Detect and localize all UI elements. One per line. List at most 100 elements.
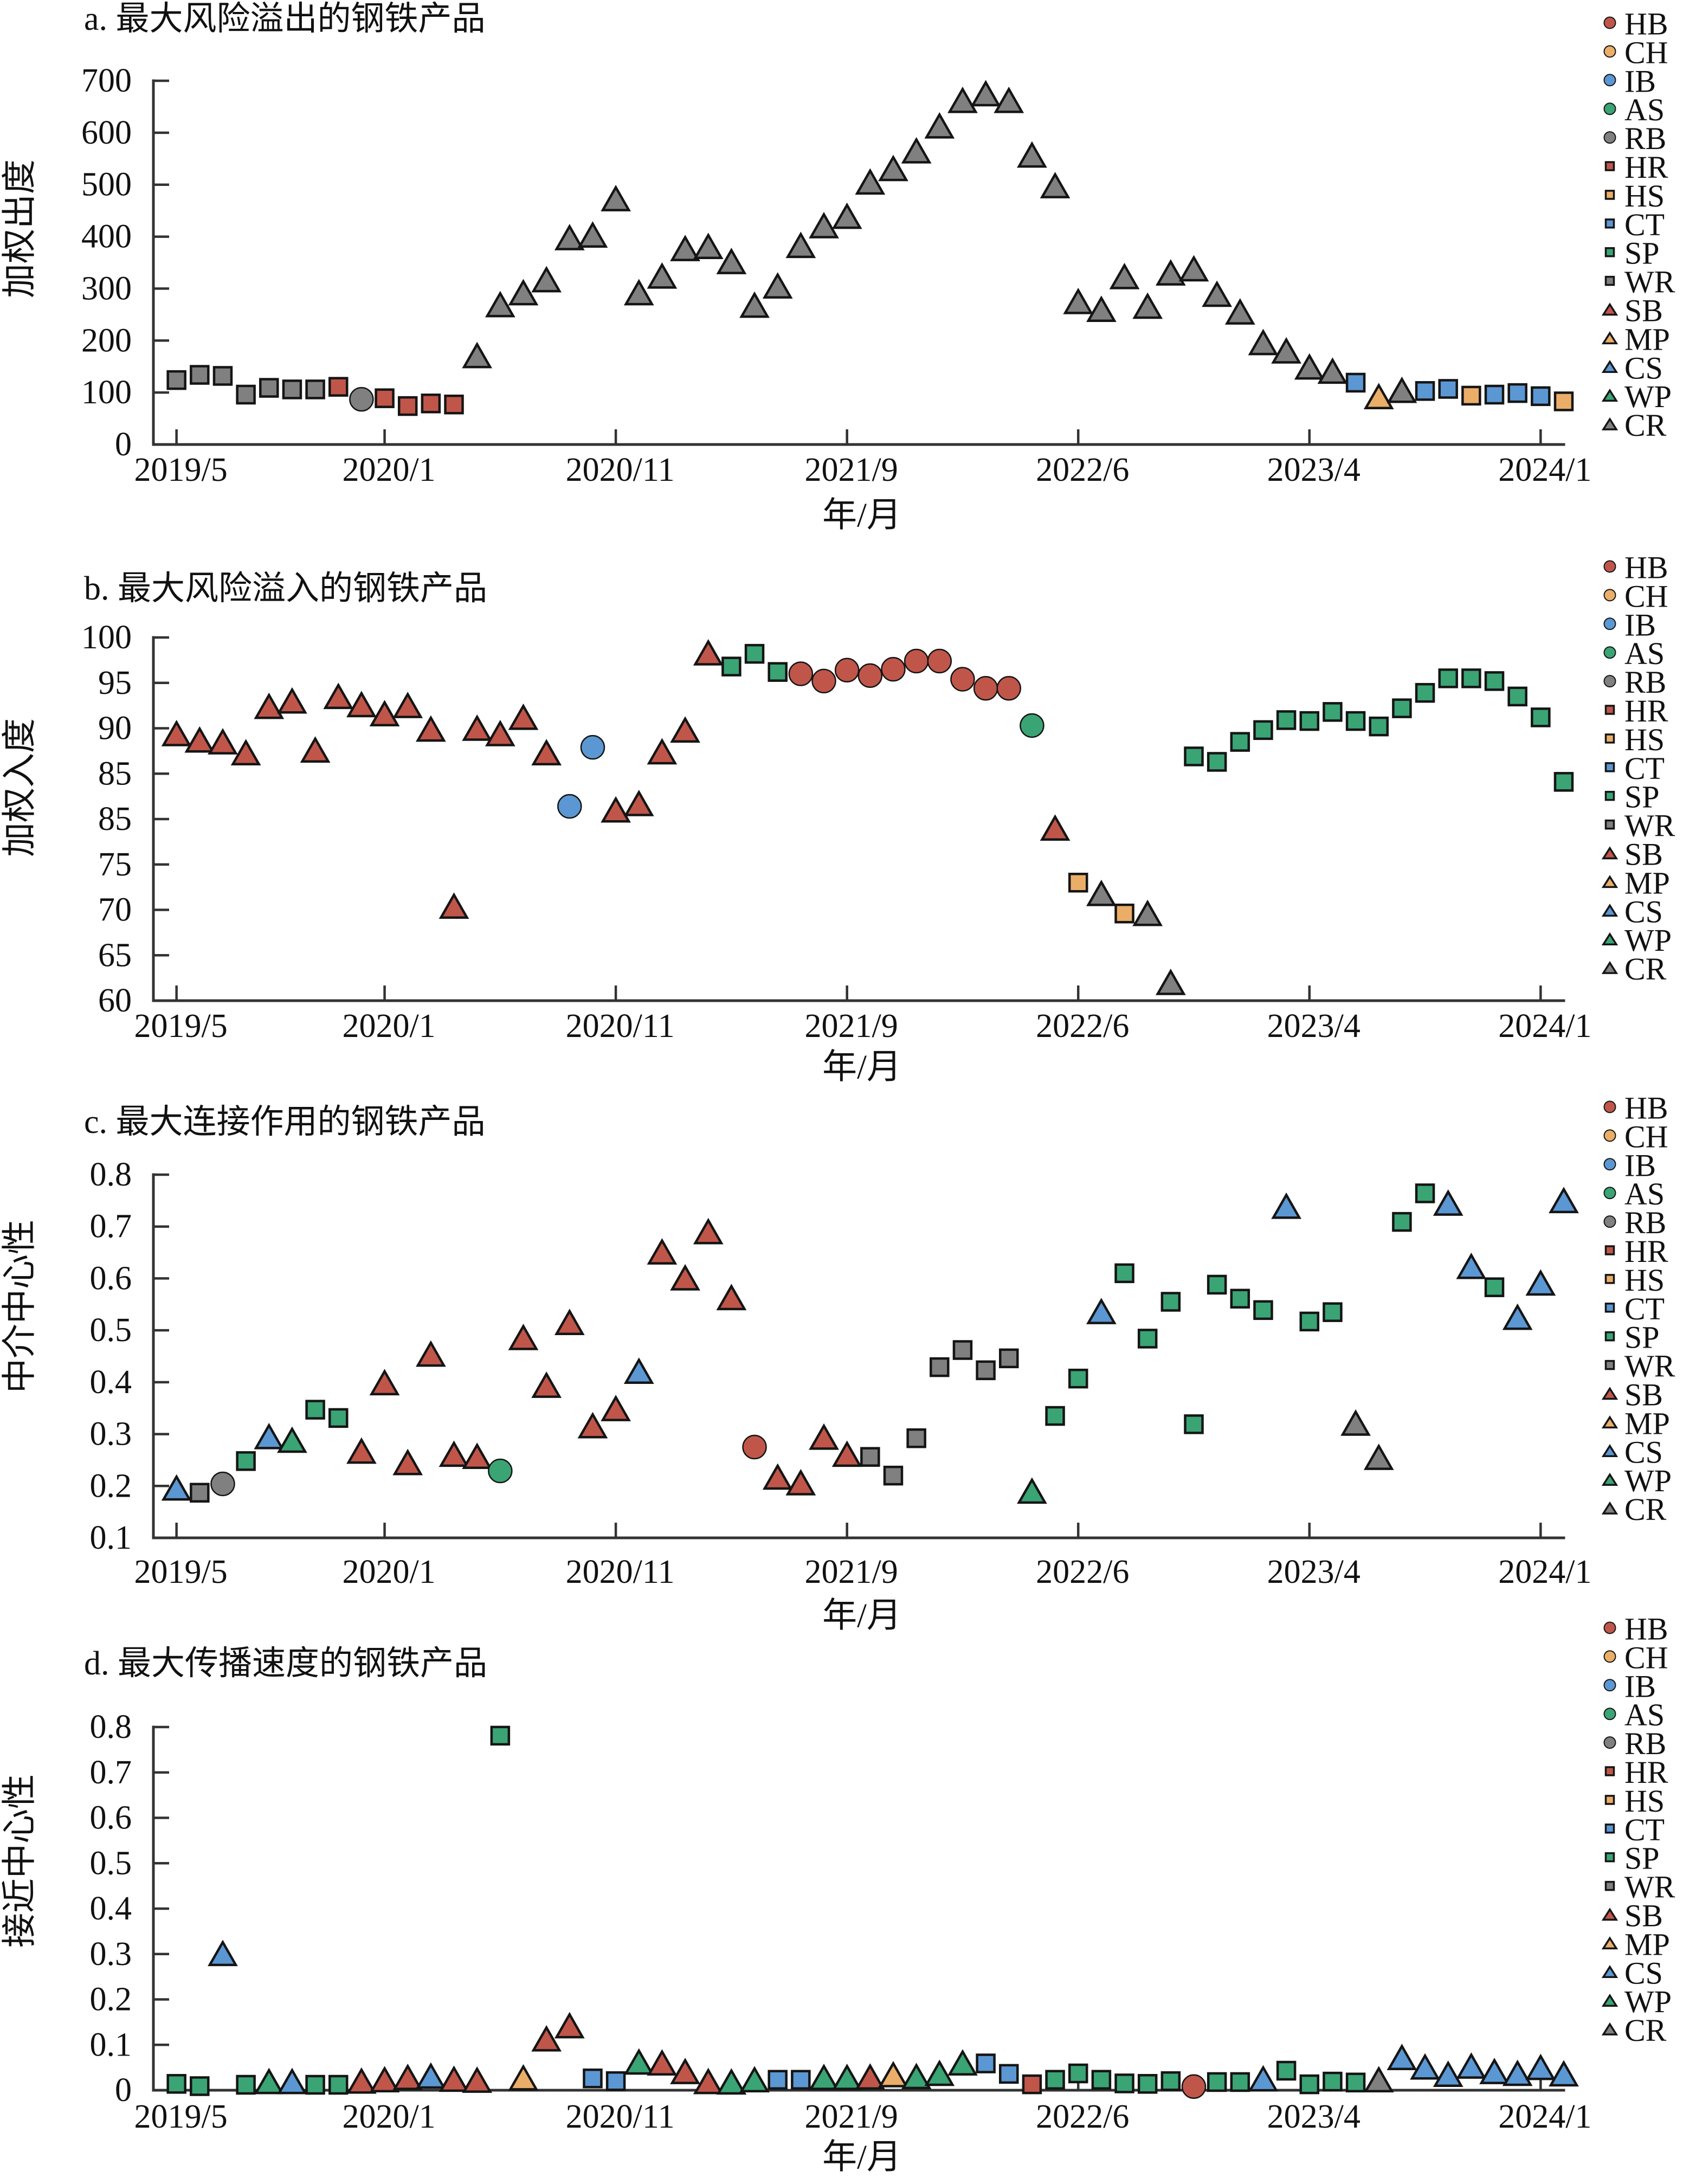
triangle-marker-icon bbox=[1601, 1415, 1618, 1429]
y-tick-label: 65 bbox=[98, 937, 132, 974]
legend-item-ch: CH bbox=[1603, 1640, 1668, 1675]
data-point-hr bbox=[328, 377, 349, 397]
data-point-cs bbox=[1502, 1303, 1533, 1330]
data-point-ct bbox=[583, 2068, 603, 2089]
x-tick-label: 2020/11 bbox=[566, 2098, 675, 2135]
data-point-sp bbox=[1461, 668, 1481, 688]
axes: 0 100 200 300 400 500 600 700 2019/5 2020/1 2020/1… bbox=[81, 62, 1591, 488]
legend-item-mp: MP bbox=[1601, 1927, 1670, 1962]
data-point-wp bbox=[1017, 1477, 1047, 1504]
data-point-cr bbox=[1363, 2066, 1394, 2092]
data-point-cr bbox=[785, 231, 816, 259]
legend-item-sb: SB bbox=[1601, 837, 1663, 872]
y-tick-label: 500 bbox=[81, 166, 132, 203]
legend-label: RB bbox=[1624, 1205, 1666, 1240]
x-tick-label: 2019/5 bbox=[134, 2098, 228, 2135]
legend-label: CS bbox=[1624, 1434, 1663, 1470]
data-point-sp bbox=[1207, 2072, 1227, 2092]
data-point-wr bbox=[999, 1348, 1019, 1369]
data-point-ct bbox=[1415, 381, 1435, 401]
data-point-sb bbox=[716, 1284, 747, 1311]
data-point-sb bbox=[184, 726, 215, 753]
data-point-sp bbox=[1345, 2072, 1366, 2093]
data-point-sp bbox=[328, 1408, 349, 1428]
legend-item-ch: CH bbox=[1603, 1119, 1668, 1154]
data-point-cr bbox=[647, 262, 678, 289]
y-tick-label: 0.8 bbox=[90, 1709, 132, 1745]
data-point-sb bbox=[693, 639, 724, 666]
circle-marker-icon bbox=[1603, 560, 1616, 573]
legend-item-ib: IB bbox=[1603, 1148, 1656, 1183]
data-point-cr bbox=[670, 235, 700, 261]
x-tick-label: 2021/9 bbox=[805, 1554, 898, 1590]
data-point-sb bbox=[531, 1371, 562, 1398]
square-marker-icon bbox=[1604, 1360, 1615, 1370]
legend-label: AS bbox=[1624, 636, 1665, 671]
data-point-sp bbox=[1345, 711, 1366, 731]
data-point-cs bbox=[1387, 2044, 1417, 2070]
data-point-sp bbox=[744, 643, 765, 664]
legend-item-sp: SP bbox=[1604, 1320, 1660, 1355]
legend-label: RB bbox=[1624, 1726, 1666, 1761]
y-tick-label: 0 bbox=[115, 2072, 132, 2109]
legend-item-ib: IB bbox=[1603, 1668, 1656, 1704]
triangle-marker-icon bbox=[1601, 388, 1618, 402]
triangle-marker-icon bbox=[1601, 1472, 1618, 1486]
data-point-cr bbox=[1063, 287, 1094, 314]
legend-item-ib: IB bbox=[1603, 607, 1656, 642]
data-point-sp bbox=[190, 2076, 210, 2096]
data-point-sp bbox=[1392, 1212, 1412, 1232]
legend-item-wp: WP bbox=[1601, 1984, 1672, 2019]
data-point-cr bbox=[1294, 353, 1325, 380]
data-point-sb bbox=[369, 2066, 400, 2092]
circle-marker-icon bbox=[1603, 675, 1616, 688]
data-point-sp bbox=[1137, 1329, 1158, 1349]
legend-label: MP bbox=[1624, 321, 1670, 357]
y-tick-label: 0.2 bbox=[90, 1467, 132, 1504]
x-tick-label: 2024/1 bbox=[1498, 452, 1591, 488]
data-point-wp bbox=[277, 1426, 307, 1453]
data-point-cr bbox=[623, 279, 654, 306]
square-marker-icon bbox=[1604, 1274, 1615, 1284]
legend-label: CS bbox=[1624, 1955, 1663, 1990]
x-axis-label: 年/月 bbox=[822, 496, 901, 534]
legend-item-rb: RB bbox=[1603, 665, 1666, 700]
legend-label: RB bbox=[1624, 121, 1666, 156]
legend-item-ct: CT bbox=[1604, 1291, 1665, 1326]
data-point-sb bbox=[855, 2063, 886, 2090]
legend-label: HB bbox=[1624, 1612, 1668, 1647]
data-point-sp bbox=[166, 2074, 186, 2094]
data-point-cr bbox=[716, 248, 747, 274]
data-point-hb bbox=[811, 668, 836, 694]
circle-marker-icon bbox=[1603, 589, 1616, 602]
y-tick-label: 0.5 bbox=[90, 1845, 132, 1882]
data-point-sb bbox=[392, 692, 423, 718]
triangle-marker-icon bbox=[1601, 417, 1618, 430]
data-point-cr bbox=[970, 80, 1001, 107]
data-point-cr bbox=[1363, 1444, 1394, 1470]
data-point-wp bbox=[947, 2049, 978, 2076]
data-point-sb bbox=[439, 892, 469, 919]
y-tick-label: 0.4 bbox=[90, 1364, 132, 1401]
legend-label: AS bbox=[1624, 1697, 1665, 1732]
legend-item-wr: WR bbox=[1604, 1870, 1675, 1905]
data-point-sp bbox=[1230, 2072, 1250, 2092]
legend-item-as: AS bbox=[1603, 1697, 1665, 1732]
scatter-points bbox=[166, 1725, 1579, 2099]
data-point-cr bbox=[1178, 255, 1209, 282]
data-point-ct bbox=[976, 2053, 996, 2073]
legend-item-mp: MP bbox=[1601, 1406, 1670, 1441]
legend-item-as: AS bbox=[1603, 636, 1665, 671]
legend-label: CR bbox=[1624, 1492, 1667, 1527]
legend-item-hb: HB bbox=[1603, 1612, 1668, 1647]
legend-item-rb: RB bbox=[1603, 1726, 1666, 1761]
data-point-sb bbox=[462, 714, 493, 741]
y-tick-label: 75 bbox=[98, 846, 132, 883]
legend-label: CR bbox=[1624, 2013, 1667, 2048]
legend-item-hb: HB bbox=[1603, 550, 1668, 585]
x-tick-label: 2021/9 bbox=[805, 1008, 898, 1045]
data-point-cr bbox=[693, 233, 724, 260]
